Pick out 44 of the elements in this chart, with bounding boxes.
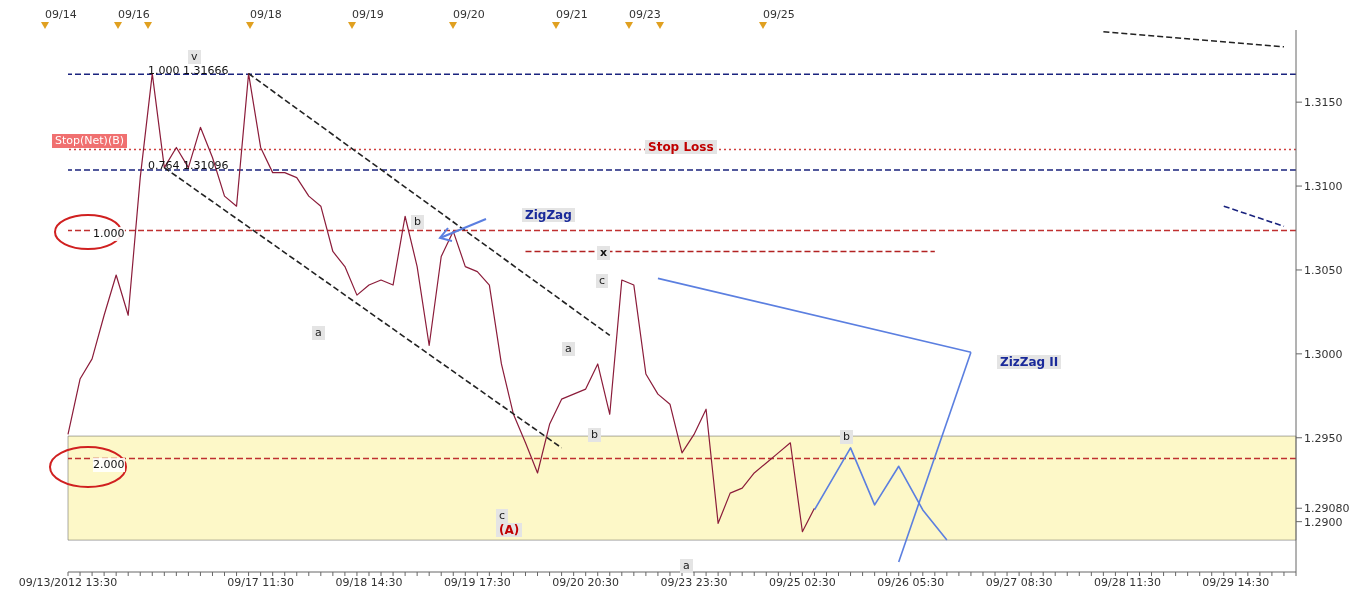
x-tick-label: 09/28 11:30 bbox=[1094, 575, 1161, 589]
annotation: a bbox=[312, 326, 325, 340]
y-tick-label: 1.2900 bbox=[1304, 515, 1343, 529]
annotation: ZigZag bbox=[522, 208, 575, 222]
x-tick-label: 09/19 17:30 bbox=[443, 575, 511, 589]
x-tick-label: 09/25 02:30 bbox=[768, 575, 836, 589]
annotation: v bbox=[188, 50, 201, 64]
text: 09/23 bbox=[629, 8, 661, 22]
x-tick-label: 09/29 14:30 bbox=[1202, 575, 1270, 589]
annotation: c bbox=[496, 509, 509, 523]
text: 09/16 bbox=[118, 8, 150, 22]
y-tick-label: 1.3150 bbox=[1304, 96, 1343, 110]
y-tick-label: 1.3000 bbox=[1304, 347, 1343, 361]
annotation: 1.000 bbox=[93, 227, 125, 241]
annotation: a bbox=[680, 559, 693, 573]
annotation: x bbox=[597, 246, 611, 260]
annotation: b bbox=[840, 430, 853, 444]
text: 09/18 bbox=[250, 8, 282, 22]
annotation: 2.000 bbox=[93, 458, 125, 472]
x-tick-label: 09/26 05:30 bbox=[877, 575, 945, 589]
text: 09/21 bbox=[556, 8, 588, 22]
annotation: (A) bbox=[496, 523, 523, 537]
y-tick-label: 1.3100 bbox=[1304, 179, 1343, 193]
text: 09/14 bbox=[45, 8, 77, 22]
text: 09/25 bbox=[763, 8, 795, 22]
annotation: c bbox=[596, 274, 609, 288]
annotation: 1.000 1.31666 bbox=[148, 64, 229, 78]
x-tick-label: 09/18 14:30 bbox=[335, 575, 403, 589]
y-tick-label: 1.2950 bbox=[1304, 431, 1343, 445]
text: 09/19 bbox=[352, 8, 384, 22]
annotation: ZizZag II bbox=[997, 355, 1062, 369]
x-tick-label: 09/23 23:30 bbox=[660, 575, 728, 589]
x-tick-label: 09/20 20:30 bbox=[552, 575, 620, 589]
annotation: b bbox=[588, 428, 601, 442]
annotation: b bbox=[411, 215, 424, 229]
annotation: Stop(Net)(B) bbox=[52, 134, 128, 148]
x-tick-label: 09/17 11:30 bbox=[227, 575, 295, 589]
x-tick-label: 09/27 08:30 bbox=[985, 575, 1053, 589]
y-tick-label: 1.3050 bbox=[1304, 263, 1343, 277]
annotation: Stop Loss bbox=[645, 140, 717, 154]
x-tick-label: 09/13/2012 13:30 bbox=[18, 575, 118, 589]
text: 09/20 bbox=[453, 8, 485, 22]
annotation: a bbox=[562, 342, 575, 356]
y-tick-label: 1.29080 bbox=[1304, 502, 1350, 516]
